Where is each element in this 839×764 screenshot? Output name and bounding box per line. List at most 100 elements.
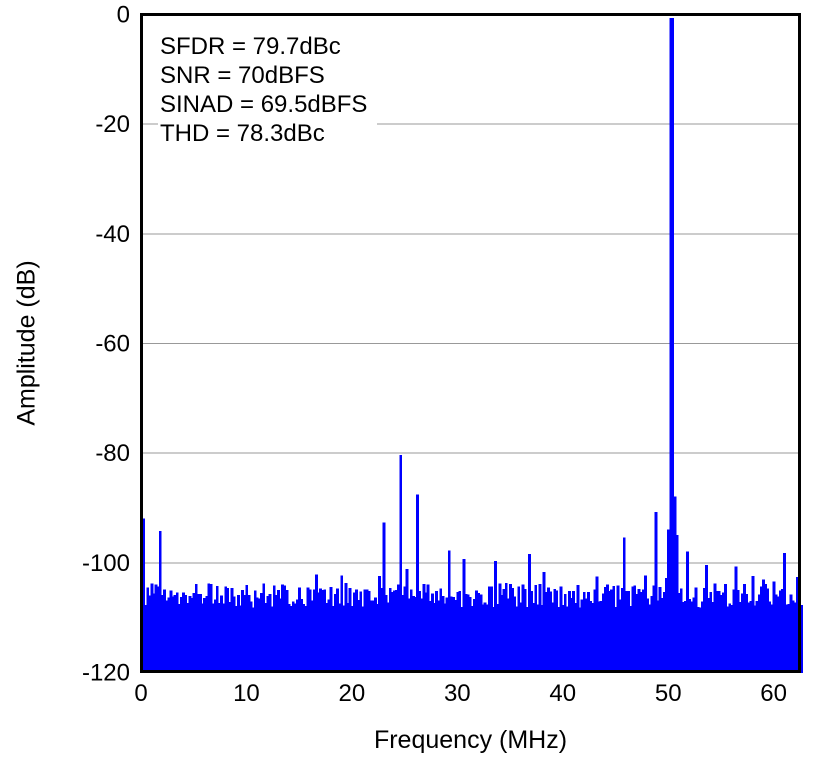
spectrum-bar [532, 603, 535, 673]
spectrum-bar [789, 594, 793, 673]
spectrum-bar [681, 602, 685, 673]
spectrum-bar [511, 587, 514, 673]
spectrum-bar [317, 592, 320, 673]
spectrum-bar [599, 601, 603, 673]
spectrum-bar [260, 592, 263, 673]
spectrum-bar [405, 568, 409, 673]
spectrum-bar [471, 606, 474, 673]
spectrum-bar [612, 585, 616, 673]
spectrum-bar [352, 592, 356, 673]
spectrum-bar [783, 553, 786, 673]
spectrum-bar [430, 593, 434, 673]
spectrum-bar [323, 589, 327, 673]
spectrum-bar [616, 585, 620, 673]
x-tick-label: 30 [444, 680, 471, 707]
spectrum-bar [357, 600, 360, 673]
spectrum-bar [441, 595, 445, 673]
spectrum-bar [549, 591, 552, 673]
y-axis-label: Amplitude (dB) [12, 260, 41, 426]
spectrum-bar [633, 585, 637, 673]
spectrum-bar [675, 534, 679, 673]
spectrum-bar [781, 589, 784, 673]
spectrum-bar [361, 606, 365, 673]
spectrum-bar [749, 601, 753, 673]
spectrum-bar [677, 593, 681, 673]
gridlines [141, 123, 800, 564]
spectrum-bar [555, 590, 559, 673]
spectrum-bar [635, 594, 639, 673]
spectrum-bar [426, 584, 430, 673]
spectrum-bar [239, 605, 242, 673]
spectrum-bar [215, 585, 219, 673]
spectrum-bar [483, 602, 487, 673]
spectrum-bar [177, 604, 181, 673]
spectrum-bar [198, 593, 202, 673]
spectrum-bar [321, 589, 325, 673]
spectrum-bar [597, 601, 601, 673]
spectrum-bar [679, 588, 683, 673]
spectrum-bar [420, 598, 424, 673]
spectrum-bar [304, 606, 308, 673]
annotation-sfdr: SFDR = 79.7dBc [160, 33, 341, 60]
spectrum-bar [690, 601, 694, 673]
spectrum-bar [721, 592, 725, 673]
spectrum-bar [209, 584, 213, 673]
spectrum-bar [603, 587, 607, 673]
spectrum-bar [445, 597, 449, 673]
spectrum-bar [498, 583, 502, 673]
spectrum-bar [544, 592, 548, 673]
annotation-thd: THD = 78.3dBc [160, 120, 325, 147]
spectrum-bar [468, 597, 472, 673]
spectrum-bar [205, 596, 209, 673]
spectrum-bar [190, 598, 194, 673]
spectrum-bar [479, 594, 483, 673]
spectrum-bar [152, 593, 156, 673]
spectrum-bar [312, 589, 316, 673]
spectrum-bar [627, 591, 630, 673]
spectrum-bar [601, 593, 605, 673]
spectrum-bar [182, 592, 185, 673]
spectrum-bar [180, 597, 183, 673]
spectrum-bar [766, 588, 770, 673]
spectrum-bar [705, 565, 708, 673]
spectrum-bar [757, 594, 761, 673]
spectrum-bar [281, 584, 285, 673]
spectrum-bar [188, 595, 192, 673]
spectrum-bar [578, 607, 582, 673]
spectrum-bar [610, 589, 614, 673]
spectrum-bar [536, 604, 540, 673]
spectrum-bar [253, 590, 257, 673]
spectrum-bar [401, 594, 405, 673]
spectrum-bar [424, 592, 428, 673]
spectrum-bar [308, 589, 312, 673]
spectrum-bar [787, 604, 791, 673]
spectrum-bar [473, 599, 476, 673]
spectrum-bar [525, 607, 529, 673]
spectrum-bar [656, 600, 660, 673]
spectrum-bar [186, 603, 190, 673]
spectrum-bar [403, 586, 407, 673]
spectrum-bar [662, 592, 666, 673]
spectrum-bar [743, 584, 746, 673]
spectrum-bar [167, 597, 171, 673]
spectrum-bar [641, 589, 645, 673]
spectrum-bar [386, 602, 390, 673]
spectrum-bar [492, 607, 495, 673]
spectrum-bar [593, 589, 597, 673]
spectrum-bar [762, 579, 765, 673]
spectrum-bar [325, 602, 329, 673]
spectrum-bar [393, 590, 396, 673]
spectrum-bar [452, 596, 455, 673]
spectrum-bar [730, 604, 734, 673]
spectrum-bar [669, 17, 673, 674]
spectrum-bar [163, 589, 166, 673]
spectrum-bar [466, 594, 470, 673]
spectrum-bar [568, 591, 571, 673]
spectrum-bar [367, 591, 371, 673]
spectrum-bar [565, 606, 569, 673]
spectrum-bar [277, 590, 280, 673]
x-tick-label: 60 [760, 680, 787, 707]
spectrum-bar [608, 591, 611, 673]
spectrum-bar [302, 604, 306, 673]
spectrum-bar [388, 588, 392, 673]
